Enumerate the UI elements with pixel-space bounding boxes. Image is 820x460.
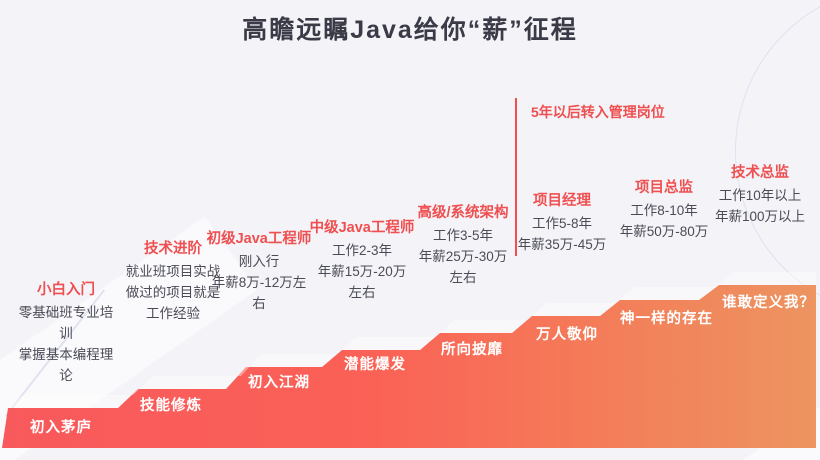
- stage-junior-engineer: 初级Java工程师 刚入行 年薪8万-12万左 右: [200, 229, 318, 314]
- stage-line: 工作8-10年: [630, 203, 698, 218]
- stage-line: 工作2-3年: [331, 243, 392, 258]
- stage-tech-director: 技术总监 工作10年以上 年薪100万以上: [708, 163, 812, 227]
- stage-line: 刚入行: [238, 254, 280, 269]
- stage-line: 年薪100万以上: [714, 209, 806, 224]
- page-title: 高瞻远瞩Java给你“薪”征程: [242, 16, 578, 44]
- step-label-7: 神一样的存在: [620, 311, 713, 327]
- stage-line: 年薪25万-30万: [418, 249, 508, 264]
- stage-title: 高级/系统架构: [417, 205, 509, 221]
- stage-title: 技术总监: [731, 165, 789, 181]
- step-label-1: 初入茅庐: [30, 420, 92, 436]
- stage-title: 项目总监: [635, 180, 693, 196]
- step-label-8: 谁敢定义我？: [722, 295, 815, 311]
- stage-line: 就业班项目实战: [125, 264, 221, 279]
- stage-line: 左右: [449, 270, 477, 285]
- stage-line: 做过的项目就是: [125, 285, 221, 300]
- stage-title: 小白入门: [37, 282, 95, 298]
- step-label-5: 所向披靡: [441, 342, 503, 358]
- stage-line: 年薪15万-20万: [317, 264, 407, 279]
- stage-line: 训: [59, 326, 73, 341]
- staircase-silhouette: [2, 285, 816, 448]
- stage-title: 技术进阶: [144, 241, 202, 257]
- stage-advanced-skill: 技术进阶 就业班项目实战 做过的项目就是 工作经验: [120, 239, 226, 324]
- stage-line: 掌握基本编程理: [18, 347, 114, 362]
- stage-line: 零基础班专业培: [18, 305, 114, 320]
- stage-title: 初级Java工程师: [206, 231, 312, 247]
- stage-title: 中级Java工程师: [309, 220, 415, 236]
- stage-line: 工作3-5年: [432, 228, 493, 243]
- stage-line: 右: [252, 296, 266, 311]
- stage-project-manager: 项目经理 工作5-8年 年薪35万-45万: [514, 191, 610, 255]
- stage-line: 工作经验: [146, 306, 200, 321]
- step-label-4: 潜能爆发: [344, 357, 406, 373]
- step-label-3: 初入江湖: [248, 375, 310, 391]
- stage-line: 论: [59, 368, 73, 383]
- stage-project-director: 项目总监 工作8-10年 年薪50万-80万: [612, 178, 716, 242]
- stage-mid-engineer: 中级Java工程师 工作2-3年 年薪15万-20万 左右: [306, 218, 418, 303]
- management-divider-line: [515, 98, 517, 256]
- stage-line: 年薪35万-45万: [517, 237, 607, 252]
- stage-title: 项目经理: [533, 193, 591, 209]
- staircase-tread-highlight: [8, 272, 816, 408]
- stage-line: 年薪8万-12万左: [211, 275, 307, 290]
- management-note: 5年以后转入管理岗位: [531, 104, 665, 120]
- step-label-6: 万人敬仰: [536, 327, 598, 343]
- stage-line: 工作5-8年: [531, 216, 592, 231]
- stage-line: 年薪50万-80万: [619, 224, 709, 239]
- stage-beginner: 小白入门 零基础班专业培 训 掌握基本编程理 论: [14, 280, 118, 386]
- stage-line: 工作10年以上: [718, 188, 802, 203]
- stage-senior-architect: 高级/系统架构 工作3-5年 年薪25万-30万 左右: [408, 203, 518, 288]
- step-label-2: 技能修炼: [140, 398, 202, 414]
- stage-line: 左右: [348, 285, 376, 300]
